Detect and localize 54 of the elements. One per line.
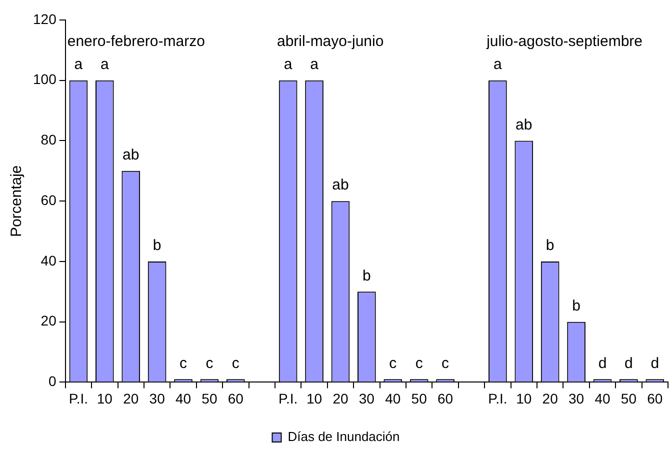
data-label: ab [516, 116, 532, 134]
x-tick-label: P.I. [278, 390, 298, 406]
y-tick-label: 80 [40, 132, 57, 148]
y-tick-label: 120 [33, 10, 57, 27]
annotation: enero-febrero-marzo [67, 33, 205, 50]
data-label: b [546, 237, 554, 254]
x-tick-label: 40 [594, 390, 610, 406]
x-tick-label: 30 [568, 390, 584, 406]
data-label: c [415, 354, 424, 372]
x-tick-label: 10 [306, 390, 322, 406]
data-label: ab [122, 146, 140, 164]
y-tick-label: 40 [40, 252, 57, 268]
x-tick-label: 60 [437, 390, 454, 406]
x-tick-label: 40 [175, 390, 192, 406]
x-tick-label: 40 [385, 390, 401, 406]
data-label: c [389, 354, 398, 372]
data-label: c [442, 354, 450, 372]
data-label: a [74, 56, 84, 74]
y-tick-label: 0 [48, 373, 57, 390]
data-label: c [180, 354, 188, 372]
data-label: c [232, 354, 240, 372]
x-tick-label: 50 [620, 390, 637, 406]
annotation: abril-mayo-junio [276, 33, 384, 50]
x-tick-label: 60 [228, 390, 244, 406]
y-tick-label: 20 [40, 312, 57, 329]
x-tick-label: 50 [411, 390, 428, 406]
x-tick-label: P.I. [488, 390, 508, 406]
x-tick-label: 50 [202, 390, 218, 406]
data-label: b [572, 297, 580, 314]
data-label: d [624, 354, 633, 372]
data-label: ab [332, 176, 349, 194]
x-tick-label: 30 [149, 390, 166, 406]
x-tick-label: 20 [542, 390, 558, 406]
y-tick-label: 60 [40, 192, 57, 208]
x-tick-label: 30 [358, 390, 375, 406]
annotation: julio-agosto-septiembre [486, 33, 643, 50]
data-label: d [598, 354, 607, 372]
x-tick-label: 20 [123, 390, 139, 406]
x-tick-label: 10 [96, 390, 113, 406]
data-label: b [152, 237, 162, 254]
data-label: a [100, 56, 110, 74]
y-tick-label: 100 [33, 71, 57, 88]
data-label: b [362, 267, 371, 284]
data-label: a [494, 56, 503, 74]
data-label: c [206, 354, 214, 372]
x-tick-label: 60 [647, 390, 663, 406]
x-tick-label: P.I. [68, 390, 88, 406]
data-label: d [650, 354, 660, 372]
legend-label: Días de Inundación [288, 429, 400, 444]
data-label: a [284, 56, 293, 74]
y-axis-title: Porcentaje [8, 165, 26, 237]
data-label: a [310, 56, 320, 74]
x-tick-label: 20 [332, 390, 348, 406]
x-tick-label: 10 [516, 390, 532, 406]
